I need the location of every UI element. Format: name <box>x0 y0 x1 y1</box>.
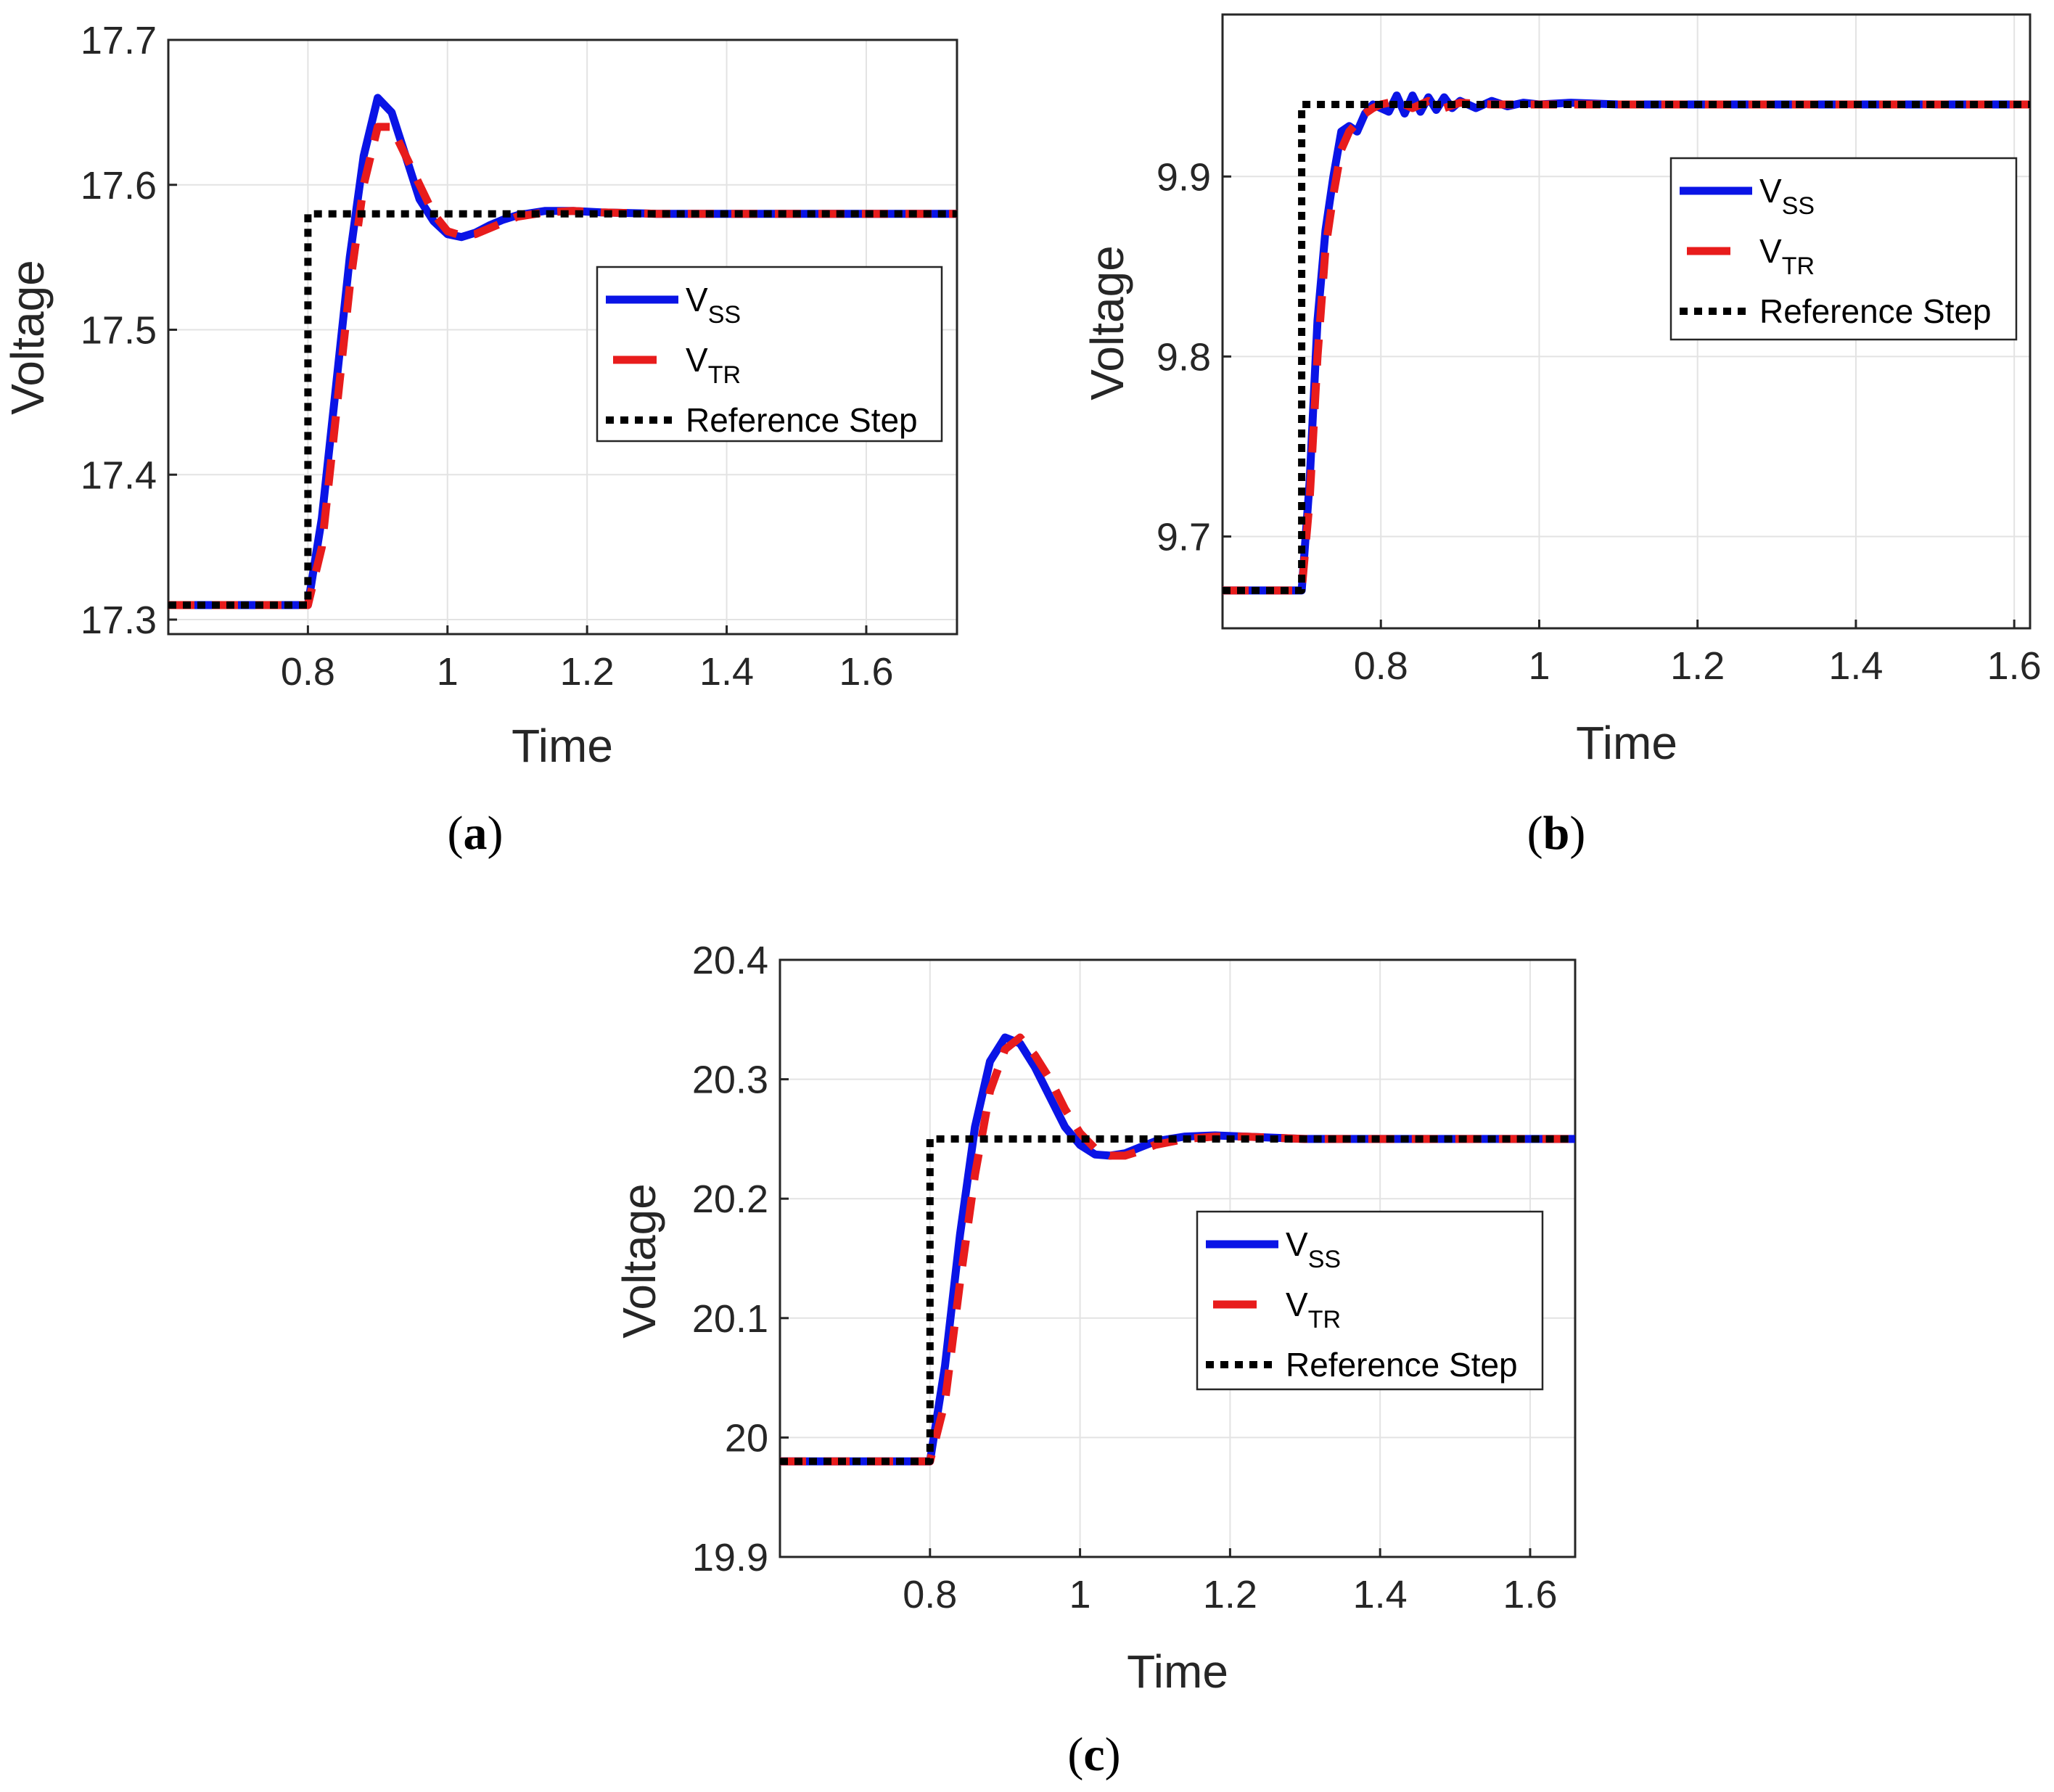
y-axis-label-a: Voltage <box>1 260 54 415</box>
series-line-reference <box>780 1135 1575 1466</box>
legend-label-base: V <box>686 341 708 379</box>
legend-label-vtr: VTR <box>1759 232 1815 280</box>
legend-label-base: V <box>1759 232 1782 270</box>
legend-label-subscript: TR <box>1308 1306 1341 1333</box>
y-tick-label: 20.1 <box>692 1297 768 1341</box>
legend-label-reference: Reference Step <box>686 401 918 439</box>
legend-label-vss: VSS <box>1759 172 1815 220</box>
caption-b: (b) <box>1527 807 1586 860</box>
chart-panel-b: 0.8 1 1.2 1.4 1.69.79.89.9 Time Voltage VSSV… <box>1081 13 2042 860</box>
ticks-a: 0.8 1 1.2 1.4 1.6 17.3 17.4 17.5 17.6 17.7 <box>81 19 894 694</box>
caption-letter-a: a <box>464 807 488 860</box>
y-tick-label: 20 <box>725 1416 768 1460</box>
plot-frame-c <box>779 958 1577 1558</box>
legend-label-subscript: SS <box>1782 192 1815 220</box>
x-tick-label: 0.8 <box>281 650 335 694</box>
series-line-vss <box>780 1033 1575 1466</box>
y-axis-label-b: Voltage <box>1081 245 1133 400</box>
series-group-a <box>168 94 957 609</box>
legend-label-vtr: VTR <box>686 341 741 389</box>
x-tick-label: 1.6 <box>1503 1573 1557 1616</box>
y-axis-label-c: Voltage <box>613 1183 665 1339</box>
x-axis-label-a: Time <box>512 720 613 772</box>
ticks-b: 0.8 1 1.2 1.4 1.6 9.7 9.8 9.9 <box>1157 155 2042 688</box>
x-tick-label: 1.4 <box>1828 644 1883 688</box>
y-tick-label: 9.8 <box>1157 335 1211 379</box>
x-axis-label-b: Time <box>1576 717 1677 769</box>
legend-label-subscript: TR <box>1782 252 1815 280</box>
x-tick-label: 1.6 <box>1987 644 2042 688</box>
series-line-reference <box>1223 101 2030 594</box>
x-tick-label: 1 <box>1528 644 1550 688</box>
y-tick-label: 17.6 <box>81 164 157 207</box>
legend-label-base: V <box>1286 1286 1308 1323</box>
x-tick-label: 1.6 <box>839 650 893 694</box>
series-group-c <box>780 1033 1575 1466</box>
chart-panel-c: 0.8 1 1.2 1.4 1.6 19.9 20 20.1 20.2 20.3 20.4 Time… <box>613 939 1577 1781</box>
y-tick-label: 9.9 <box>1157 155 1211 199</box>
legend-label-base: V <box>1759 172 1782 210</box>
series-line-reference <box>168 210 957 609</box>
x-tick-label: 1.2 <box>1203 1573 1257 1616</box>
y-tick-label: 20.4 <box>692 939 768 982</box>
caption-c: (c) <box>1067 1728 1120 1781</box>
series-group-b <box>1223 91 2030 595</box>
plot-frame-a <box>167 38 958 636</box>
x-tick-label: 1.2 <box>1670 644 1725 688</box>
legend-label-subscript: SS <box>708 301 741 329</box>
legend-label-reference: Reference Step <box>1759 292 1992 330</box>
y-tick-label: 19.9 <box>692 1536 768 1579</box>
legend-label-vss: VSS <box>686 281 741 329</box>
legend-label-subscript: SS <box>1308 1246 1341 1273</box>
caption-letter-b: b <box>1543 807 1570 860</box>
legend-label-vss: VSS <box>1286 1225 1341 1273</box>
ticks-c: 0.8 1 1.2 1.4 1.6 19.9 20 20.1 20.2 20.3 20.4 <box>692 939 1558 1616</box>
y-tick-label: 9.7 <box>1157 515 1211 559</box>
x-axis-label-c: Time <box>1127 1645 1228 1698</box>
series-line-vtr <box>780 1033 1575 1466</box>
y-tick-label: 20.2 <box>692 1177 768 1221</box>
caption-letter-c: c <box>1083 1728 1104 1781</box>
legend-label-base: V <box>1286 1225 1308 1263</box>
plot-frame-b <box>1221 13 2032 630</box>
y-tick-label: 17.7 <box>81 19 157 62</box>
x-tick-label: 0.8 <box>903 1573 957 1616</box>
x-tick-label: 1.4 <box>1353 1573 1408 1616</box>
y-tick-label: 17.3 <box>81 599 157 642</box>
x-tick-label: 1.4 <box>699 650 754 694</box>
legend-label-reference: Reference Step <box>1286 1346 1518 1384</box>
legend-label-subscript: TR <box>708 361 741 389</box>
legend-label-vtr: VTR <box>1286 1286 1341 1333</box>
x-tick-label: 1 <box>437 650 459 694</box>
y-tick-label: 20.3 <box>692 1059 768 1102</box>
caption-a: (a) <box>448 807 504 860</box>
y-tick-label: 17.4 <box>81 453 157 497</box>
chart-panel-a: 0.8 1 1.2 1.4 1.6 17.3 17.4 17.5 17.6 17.7 Time V… <box>1 19 958 860</box>
legend-label-base: V <box>686 281 708 318</box>
x-tick-label: 1 <box>1069 1573 1091 1616</box>
y-tick-label: 17.5 <box>81 309 157 353</box>
x-tick-label: 1.2 <box>560 650 615 694</box>
x-tick-label: 0.8 <box>1354 644 1408 688</box>
